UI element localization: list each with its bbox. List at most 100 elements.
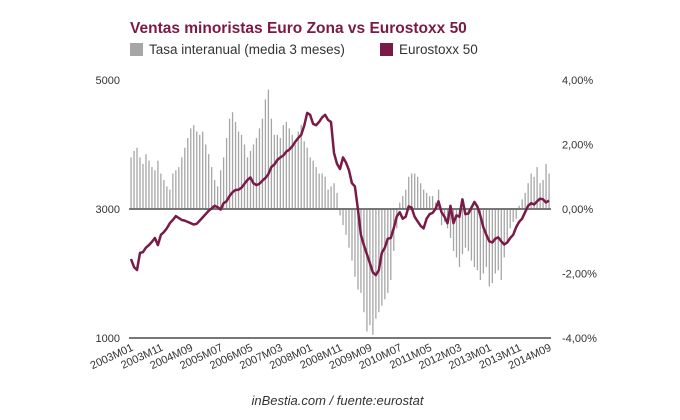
- bar: [273, 134, 276, 209]
- bar: [199, 134, 201, 209]
- bar: [202, 131, 204, 209]
- bar: [222, 157, 225, 209]
- bar: [139, 157, 141, 209]
- bar: [243, 144, 246, 209]
- chart-title: Ventas minoristas Euro Zona vs Eurostoxx…: [130, 20, 467, 37]
- bar: [148, 160, 150, 209]
- y-right-tick-label: -2,00%: [562, 269, 597, 281]
- bar: [154, 170, 156, 209]
- bar: [494, 209, 496, 274]
- bar: [405, 189, 407, 209]
- y-axis-right: 4,00% 2,00% 0,00% -2,00% -4,00%: [562, 75, 597, 345]
- bar: [169, 189, 171, 209]
- bar: [440, 209, 443, 226]
- bar: [539, 183, 541, 209]
- bar: [261, 118, 264, 209]
- bar: [264, 99, 267, 209]
- bar: [351, 209, 353, 261]
- bar: [402, 196, 404, 209]
- bar: [237, 131, 240, 209]
- bar: [363, 209, 365, 313]
- bar: [420, 183, 422, 209]
- bar: [306, 147, 308, 209]
- bar: [482, 209, 485, 274]
- legend-swatch-tasa: [130, 43, 143, 56]
- bar: [366, 209, 368, 332]
- x-axis-ticks: 2003M012003M112004M092005M072006M052007M…: [89, 342, 554, 372]
- bar: [190, 128, 192, 209]
- bar: [408, 176, 410, 209]
- bar: [318, 173, 320, 209]
- bar: [437, 189, 440, 209]
- y-right-tick-label: 4,00%: [562, 75, 593, 87]
- bar: [288, 128, 290, 209]
- bar: [506, 209, 508, 242]
- bar: [312, 160, 314, 209]
- bar: [330, 186, 332, 209]
- bar: [390, 209, 392, 280]
- bar: [219, 170, 222, 209]
- bar: [255, 138, 258, 209]
- bar: [512, 209, 514, 222]
- bar: [130, 157, 132, 209]
- y-right-tick-label: -4,00%: [562, 333, 597, 345]
- bar-series: [130, 89, 550, 335]
- bar: [285, 121, 287, 209]
- bar: [357, 209, 359, 290]
- bar: [527, 183, 529, 209]
- eurostoxx-line: [129, 111, 550, 277]
- bar: [321, 173, 323, 209]
- bar: [246, 157, 249, 209]
- bar: [196, 131, 198, 209]
- bar: [145, 154, 147, 209]
- bar: [399, 202, 401, 209]
- bar: [333, 183, 335, 209]
- legend-item-eurostoxx: Eurostoxx 50: [380, 42, 478, 57]
- legend-item-tasa: Tasa interanual (media 3 meses): [130, 42, 345, 57]
- legend-swatch-eurostoxx: [380, 43, 393, 56]
- bar: [467, 209, 470, 251]
- bar: [345, 209, 347, 235]
- y-right-tick-label: 0,00%: [562, 204, 593, 216]
- bar: [479, 209, 482, 280]
- bar: [497, 209, 499, 271]
- bar: [452, 209, 455, 251]
- bar: [375, 209, 377, 319]
- bar: [193, 125, 195, 209]
- bar: [252, 144, 255, 209]
- bar: [464, 209, 467, 248]
- bar: [473, 209, 476, 268]
- bar: [240, 134, 243, 209]
- bar: [211, 167, 213, 209]
- bar: [470, 209, 473, 261]
- bar: [133, 150, 135, 209]
- bar: [491, 209, 493, 284]
- bar: [216, 186, 219, 209]
- bar: [282, 125, 284, 209]
- bar: [545, 163, 547, 209]
- bar: [458, 209, 461, 268]
- bar: [414, 173, 416, 209]
- bar: [536, 167, 538, 209]
- bar: [455, 209, 458, 258]
- bar: [428, 196, 431, 209]
- legend-label-eurostoxx: Eurostoxx 50: [399, 42, 478, 57]
- bar: [279, 138, 281, 209]
- y-left-tick-label: 5000: [96, 75, 120, 87]
- y-left-tick-label: 3000: [96, 204, 120, 216]
- bar: [509, 209, 511, 229]
- y-right-tick-label: 2,00%: [562, 140, 593, 152]
- source-caption: inBestia.com / fuente:eurostat: [0, 393, 680, 408]
- bar: [175, 170, 177, 209]
- bar: [327, 189, 329, 209]
- bar: [449, 209, 452, 239]
- y-left-tick-label: 1000: [96, 333, 120, 345]
- bar: [500, 209, 502, 280]
- bar: [234, 121, 237, 209]
- source-text: inBestia.com / fuente:eurostat: [251, 393, 424, 408]
- bar: [476, 209, 479, 271]
- bar: [208, 154, 210, 209]
- bar: [485, 209, 487, 268]
- bar: [214, 179, 216, 209]
- bar: [160, 173, 162, 209]
